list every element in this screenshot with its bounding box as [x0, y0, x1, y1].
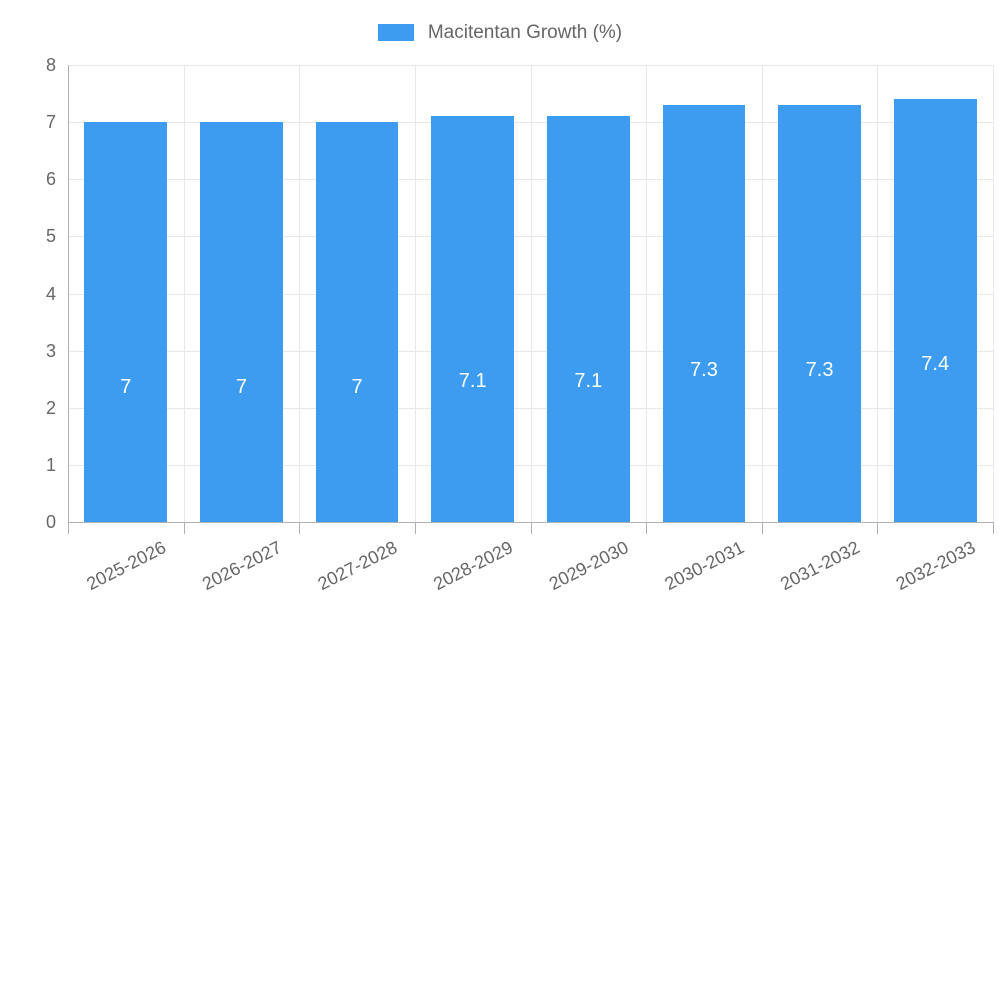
- gridline-vertical: [762, 65, 763, 522]
- y-axis-tick-label: 3: [45, 340, 56, 361]
- x-axis-tick-labels: 2025-2026 2026-2027 2027-2028 2028-2029 2029…: [0, 522, 1000, 600]
- gridline-vertical: [68, 65, 69, 522]
- gridline: [68, 464, 993, 466]
- x-axis-tick-mark: [646, 522, 647, 534]
- bar-value-label: 7.3: [690, 359, 718, 381]
- vertical-gridlines: [68, 65, 994, 522]
- gridline-vertical: [877, 65, 878, 522]
- bar[interactable]: 7.1: [431, 116, 515, 522]
- legend-color-swatch-icon: [377, 23, 414, 41]
- bar-value-label: 7: [351, 376, 363, 399]
- bar-value-label: 7.1: [574, 370, 603, 393]
- y-axis-tick-labels: 0 1 2 3 4 5 6 7 8: [0, 56, 56, 531]
- bar[interactable]: 7.3: [778, 105, 861, 522]
- bar[interactable]: 7.1: [546, 116, 630, 522]
- gridline: [68, 293, 993, 295]
- bar[interactable]: 7: [84, 122, 168, 522]
- legend-item-macitentan-growth[interactable]: Macitentan Growth (%): [377, 21, 623, 43]
- x-axis-tick-mark: [299, 522, 300, 534]
- gridline: [68, 236, 993, 238]
- x-axis-tick-marks: [0, 522, 1000, 534]
- y-axis-tick-label: 2: [45, 397, 56, 418]
- gridline-vertical: [184, 65, 185, 522]
- y-axis-tick-label: 5: [45, 226, 56, 247]
- x-axis-tick-mark: [184, 522, 185, 534]
- bars-layer: 7 7 7 7.1 7.1 7.3 7.3 7.4: [68, 65, 993, 522]
- bar-value-label: 7: [120, 376, 132, 399]
- x-axis-tick-label: 2031-2032: [777, 537, 863, 595]
- gridline: [68, 407, 993, 409]
- gridline-vertical: [646, 65, 647, 522]
- bar-value-label: 7.3: [805, 359, 834, 381]
- x-axis-tick-label: 2029-2030: [545, 537, 632, 595]
- bar-value-label: 7.4: [921, 353, 950, 376]
- gridline-vertical: [531, 65, 532, 522]
- y-axis-tick-label: 7: [45, 112, 56, 133]
- x-axis-tick-mark: [762, 522, 763, 534]
- bar[interactable]: 7: [200, 122, 283, 522]
- x-axis-tick-mark: [531, 522, 532, 534]
- chart-legend: Macitentan Growth (%): [0, 16, 1000, 48]
- gridline: [68, 122, 993, 124]
- plot-area: 7 7 7 7.1 7.1 7.3 7.3 7.4: [68, 65, 994, 523]
- gridline: [68, 522, 993, 523]
- y-axis-tick-label: 6: [45, 169, 56, 190]
- bar[interactable]: 7.3: [662, 105, 746, 522]
- horizontal-gridlines: [68, 65, 993, 523]
- x-axis-tick-label: 2032-2033: [892, 537, 979, 595]
- x-axis-tick-mark: [877, 522, 878, 534]
- y-axis-tick-label: 1: [45, 454, 56, 475]
- bar[interactable]: 7: [315, 122, 399, 522]
- y-axis-tick-label: 0: [45, 512, 56, 532]
- x-axis-tick-mark: [68, 522, 69, 534]
- legend-item-label: Macitentan Growth (%): [427, 21, 623, 43]
- bar-value-label: 7: [235, 376, 247, 399]
- bar[interactable]: 7.4: [893, 99, 977, 522]
- gridline: [68, 179, 993, 181]
- y-axis-tick-label: 8: [45, 55, 56, 75]
- gridline: [68, 65, 993, 66]
- x-axis-tick-mark: [415, 522, 416, 534]
- bar-chart: Macitentan Growth (%) 0 1 2 3 4 5 6 7 8 7 7 7 7.1 7.…: [0, 16, 1000, 600]
- gridline-vertical: [415, 65, 416, 522]
- gridline-vertical: [993, 65, 994, 522]
- y-axis-tick-label: 4: [45, 283, 56, 304]
- gridline: [68, 350, 993, 352]
- x-axis-tick-mark: [993, 522, 994, 534]
- gridline-vertical: [299, 65, 300, 522]
- bar-value-label: 7.1: [458, 370, 487, 393]
